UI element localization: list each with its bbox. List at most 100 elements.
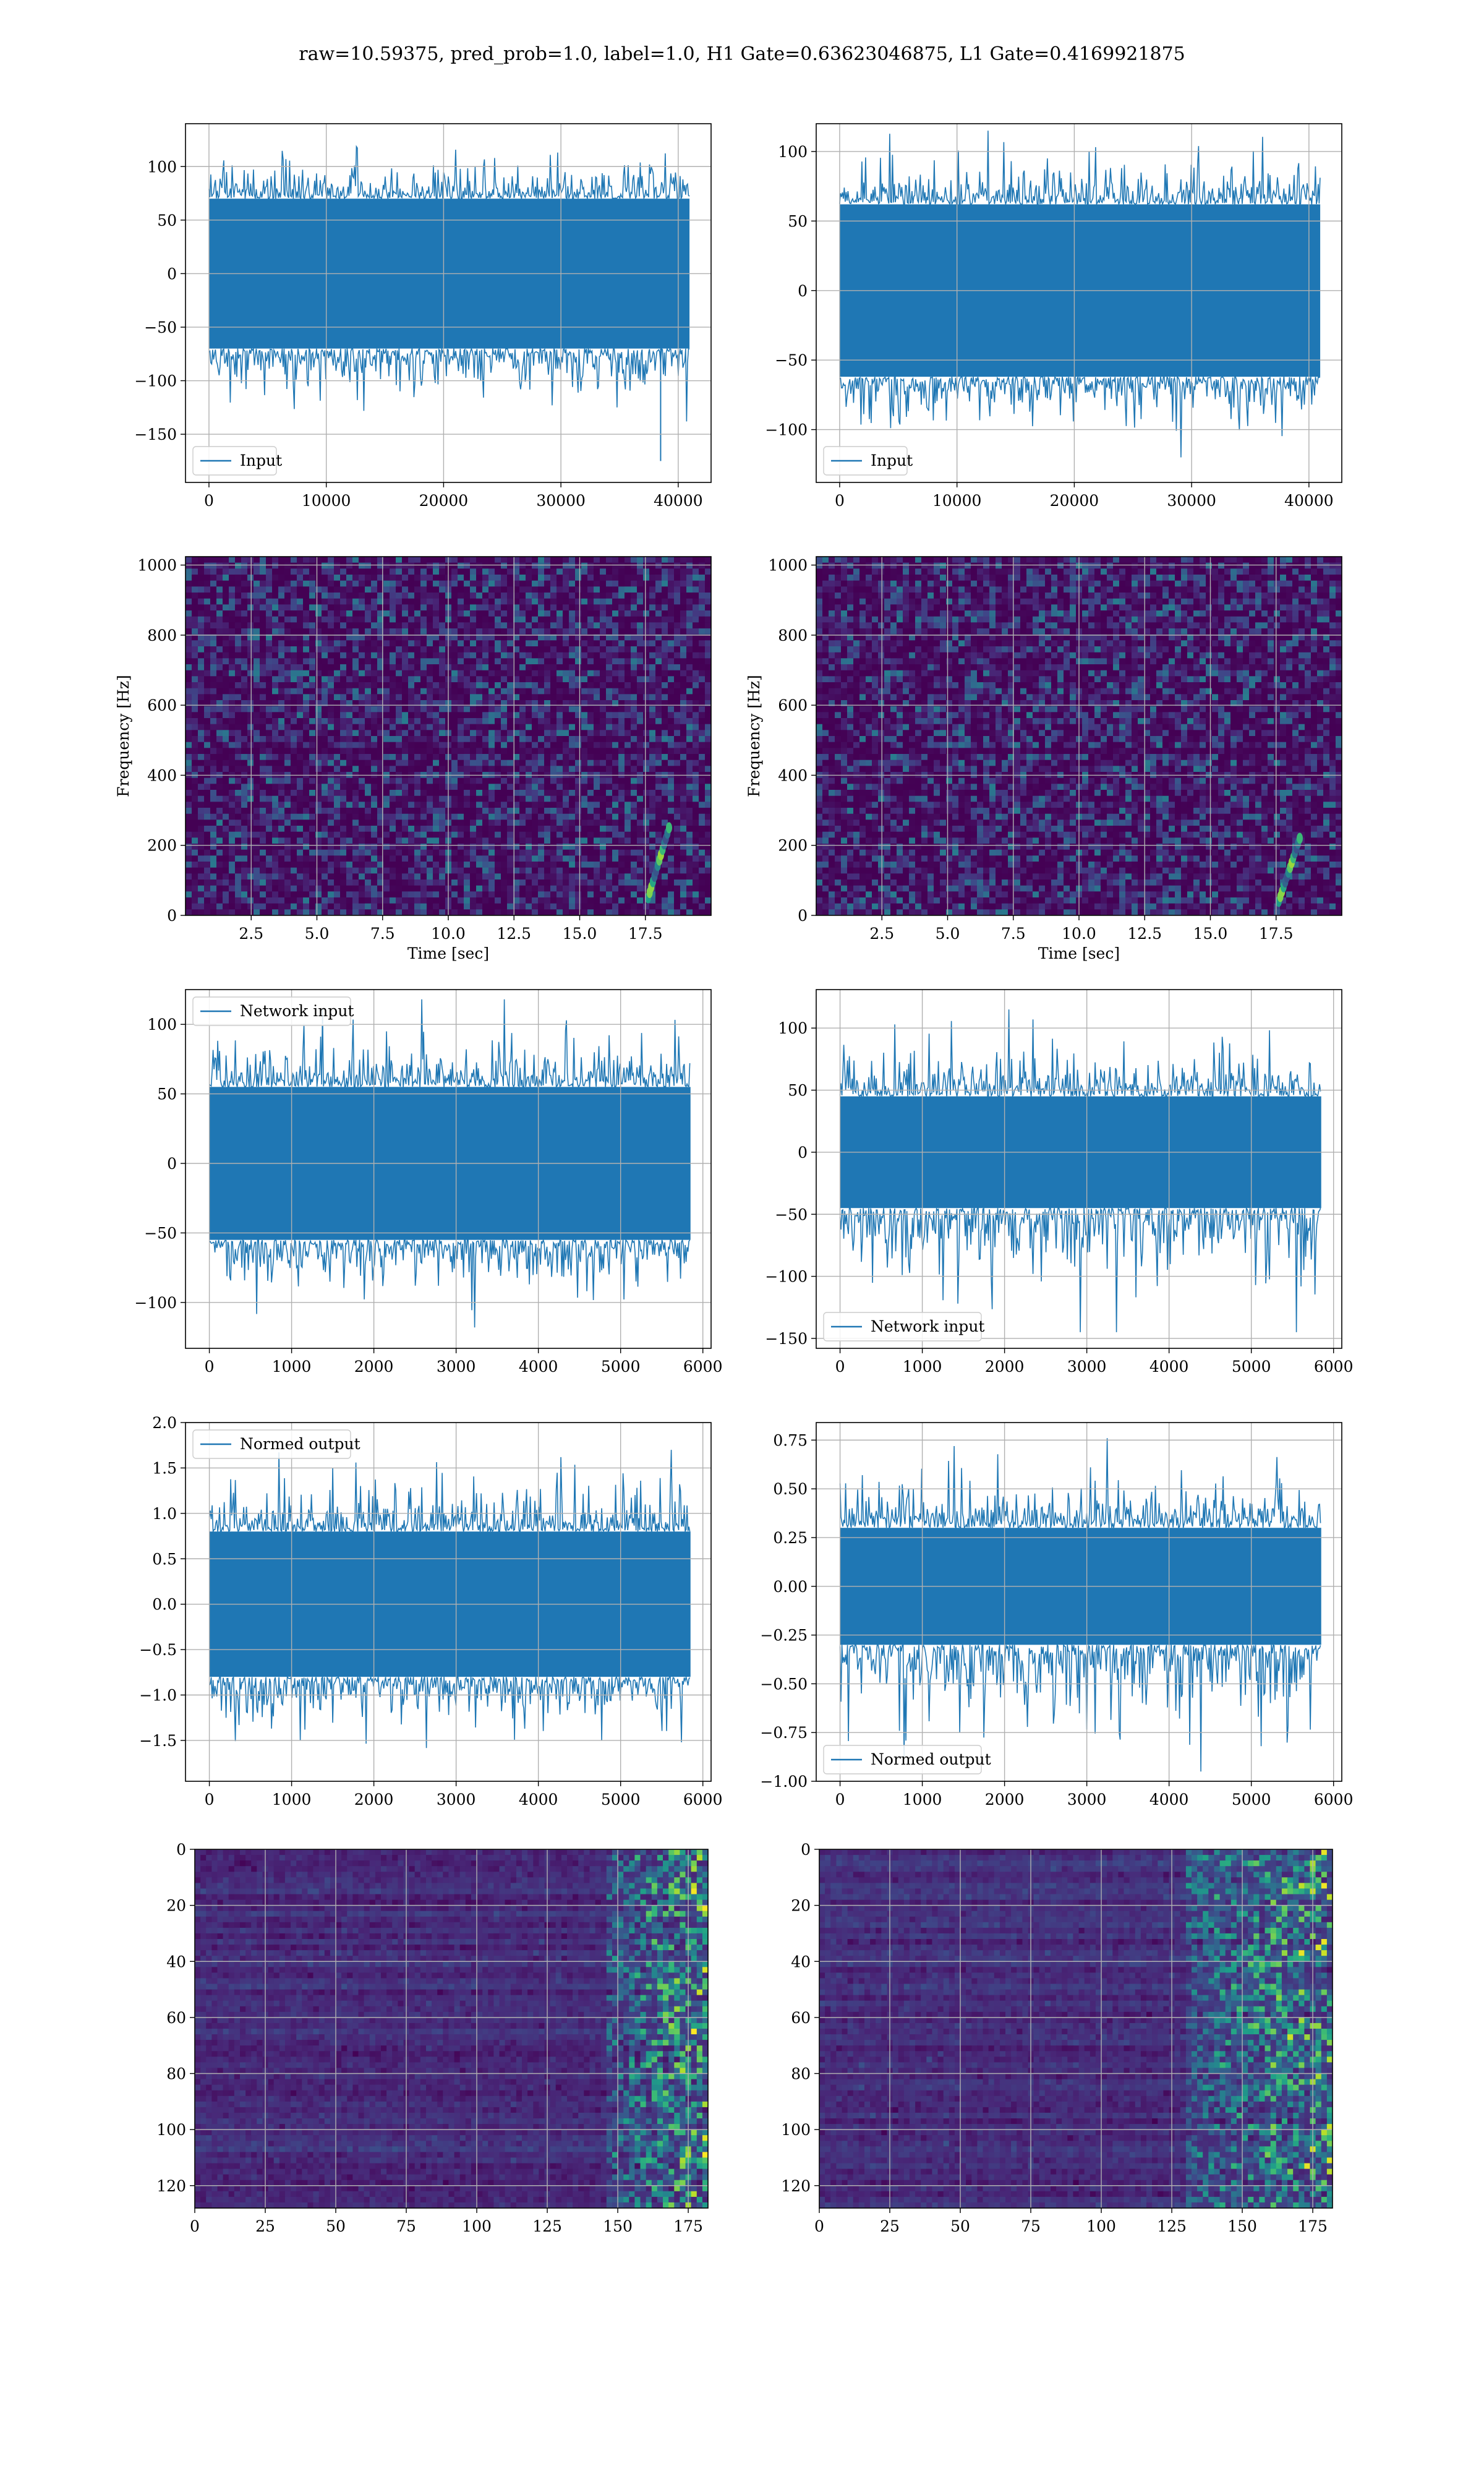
heatmap-cell — [612, 700, 619, 707]
heatmap-cell — [556, 837, 563, 844]
heatmap-cell — [674, 873, 681, 880]
heatmap-cell — [643, 676, 650, 683]
heatmap-cell — [223, 694, 229, 701]
heatmap-cell — [686, 694, 693, 701]
heatmap-cell — [192, 802, 198, 808]
heatmap-cell — [377, 652, 384, 659]
heatmap-cell — [414, 682, 421, 689]
heatmap-cell — [309, 813, 316, 820]
heatmap-cell — [575, 628, 582, 635]
heatmap-cell — [458, 676, 464, 683]
heatmap-cell — [556, 873, 563, 880]
heatmap-cell — [284, 593, 291, 599]
heatmap-cell — [291, 688, 297, 695]
heatmap-cell — [526, 909, 532, 915]
heatmap-cell — [600, 831, 607, 838]
heatmap-cell — [600, 610, 607, 617]
heatmap-cell — [470, 862, 477, 868]
heatmap-cell — [581, 802, 588, 808]
heatmap-cell — [291, 557, 297, 563]
heatmap-cell — [365, 688, 372, 695]
heatmap-cell — [303, 598, 310, 605]
heatmap-cell — [204, 557, 211, 563]
heatmap-cell — [192, 724, 198, 730]
heatmap-cell — [488, 628, 495, 635]
heatmap-cell — [377, 676, 384, 683]
heatmap-cell — [519, 880, 526, 886]
heatmap-cell — [210, 760, 217, 766]
heatmap-cell — [322, 813, 328, 820]
heatmap-cell — [247, 790, 254, 797]
heatmap-cell — [458, 736, 464, 743]
heatmap-cell — [594, 712, 600, 719]
heatmap-cell — [680, 730, 687, 737]
heatmap-cell — [674, 706, 681, 713]
heatmap-cell — [587, 568, 594, 575]
heatmap-cell — [488, 873, 495, 880]
heatmap-cell — [668, 640, 675, 647]
heatmap-cell — [532, 580, 539, 587]
heatmap-cell — [519, 694, 526, 701]
heatmap-cell — [247, 724, 254, 730]
heatmap-cell — [581, 784, 588, 790]
heatmap-cell — [359, 790, 365, 797]
heatmap-cell — [198, 580, 205, 587]
heatmap-cell — [625, 820, 631, 826]
heatmap-cell — [272, 742, 279, 748]
heatmap-cell — [223, 808, 229, 815]
heatmap-cell — [686, 562, 693, 569]
heatmap-cell — [556, 634, 563, 641]
heatmap-cell — [655, 748, 662, 755]
heatmap-cell — [186, 670, 192, 677]
heatmap-cell — [482, 748, 489, 755]
heatmap-cell — [507, 855, 514, 862]
heatmap-cell — [575, 909, 582, 915]
heatmap-cell — [526, 873, 532, 880]
heatmap-cell — [674, 688, 681, 695]
heatmap-cell — [649, 909, 656, 915]
heatmap-cell — [507, 891, 514, 898]
heatmap-cell — [476, 557, 483, 563]
heatmap-cell — [464, 688, 471, 695]
heatmap-cell — [433, 909, 440, 915]
heatmap-cell — [278, 862, 285, 868]
heatmap-cell — [501, 610, 508, 617]
heatmap-cell — [223, 562, 229, 569]
heatmap-cell — [575, 813, 582, 820]
heatmap-cell — [637, 754, 644, 761]
heatmap-cell — [322, 652, 328, 659]
heatmap-cell — [328, 867, 335, 874]
heatmap-cell — [563, 844, 569, 850]
heatmap-cell — [365, 862, 372, 868]
heatmap-cell — [501, 568, 508, 575]
heatmap-cell — [637, 862, 644, 868]
heatmap-cell — [241, 730, 248, 737]
heatmap-cell — [618, 777, 625, 784]
heatmap-cell — [662, 903, 668, 910]
heatmap-cell — [631, 640, 638, 647]
heatmap-cell — [668, 562, 675, 569]
heatmap-cell — [538, 873, 545, 880]
heatmap-cell — [668, 688, 675, 695]
heatmap-cell — [383, 658, 390, 665]
heatmap-cell — [686, 557, 693, 563]
heatmap-cell — [365, 670, 372, 677]
heatmap-cell — [309, 766, 316, 773]
heatmap-cell — [618, 736, 625, 743]
heatmap-cell — [637, 706, 644, 713]
heatmap-cell — [618, 808, 625, 815]
heatmap-cell — [581, 634, 588, 641]
heatmap-cell — [482, 885, 489, 892]
heatmap-cell — [235, 831, 242, 838]
heatmap-cell — [278, 820, 285, 826]
heatmap-cell — [396, 634, 403, 641]
heatmap-cell — [501, 784, 508, 790]
heatmap-cell — [291, 820, 297, 826]
heatmap-cell — [223, 837, 229, 844]
heatmap-cell — [433, 562, 440, 569]
heatmap-cell — [322, 575, 328, 581]
heatmap-cell — [427, 706, 433, 713]
heatmap-cell — [544, 790, 551, 797]
heatmap-cell — [513, 670, 520, 677]
heatmap-cell — [334, 837, 341, 844]
